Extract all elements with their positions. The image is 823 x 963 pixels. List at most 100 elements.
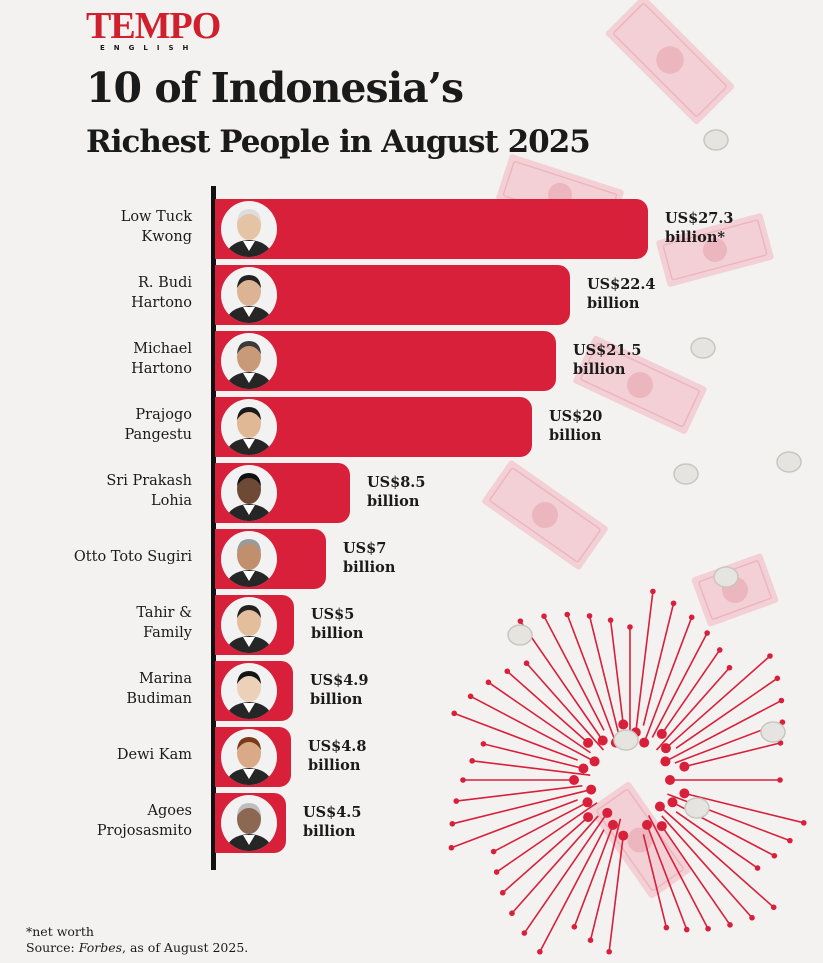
burst-ray [665,699,782,763]
burst-ray [588,615,620,734]
value-label-line: US$4.8 [308,738,367,755]
burst-dot [521,930,528,936]
burst-dot [448,844,455,851]
burst-ray [661,815,753,919]
banknote-icon [573,336,707,434]
burst-dot [660,756,671,767]
burst-dot [453,798,460,804]
burst-dot [499,889,506,896]
value-label-line: billion [587,295,640,312]
category-label-line: Projosasmito [96,823,192,839]
category-label-line: Lohia [151,493,192,509]
burst-dot [607,819,618,830]
coin-icon [613,729,639,751]
burst-dot [627,624,633,630]
burst-ray [659,805,775,908]
category-label-line: Hartono [131,361,192,377]
burst-ray [647,815,709,930]
burst-dot [727,922,733,928]
burst-dot [618,719,629,730]
burst-dot [602,807,613,818]
burst-dot [716,647,723,653]
value-label: US$27.3 billion* [665,209,734,247]
category-label-line: R. Budi [137,275,192,291]
burst-ray [684,742,781,768]
value-label-line: billion [310,691,363,708]
category-label-line: Tahir & [136,605,192,621]
burst-dot [493,869,500,875]
burst-dot [726,664,733,671]
burst-dot [670,600,677,607]
logo-subtitle: ENGLISH [100,44,198,52]
value-label-line: US$4.9 [310,672,369,689]
burst-ray [543,615,605,731]
burst-dot [586,784,597,795]
category-label-line: Hartono [131,295,192,311]
value-label-line: US$22.4 [587,276,656,293]
bar-row: Sri Prakash Lohia US$8.5 billion [0,463,823,523]
person-photo [221,531,277,587]
burst-dot [654,801,665,812]
burst-dot [541,613,547,619]
person-photo [221,597,277,653]
burst-dot [583,812,594,823]
bar [215,199,648,259]
coin-icon [713,566,739,588]
burst-ray [675,811,759,869]
burst-dot [705,925,711,932]
source-prefix: Source: [26,940,79,955]
burst-ray [642,603,675,726]
burst-dot [583,737,594,748]
bar-row: Dewi Kam US$4.8 billion [0,727,823,787]
burst-ray [511,815,599,914]
burst-dot [589,756,600,767]
burst-dot [770,904,777,911]
category-label-line: Agoes [147,803,192,819]
bar-row: Agoes Projosasmito US$4.5 billion [0,793,823,853]
person-avatar-icon [221,663,277,719]
footer: *net worth Source: Forbes, as of August … [26,924,248,956]
burst-ray [456,784,583,802]
value-label: US$4.8 billion [308,737,366,775]
person-avatar-icon [221,729,277,785]
category-label-line: Sri Prakash [106,473,192,489]
value-label-line: billion [367,493,420,510]
burst-ray [470,695,595,763]
burst-ray [661,825,731,926]
burst-ray [684,792,804,824]
burst-ray [453,712,578,761]
value-label-line: billion [549,427,602,444]
burst-dot [517,618,524,624]
category-label-line: Low Tuck [120,209,192,225]
category-label-line: Family [143,625,192,641]
burst-ray [496,802,598,873]
burst-ray [487,681,591,754]
person-photo [221,267,277,323]
burst-ray [608,835,625,952]
person-photo [221,333,277,389]
burst-ray [634,591,654,733]
burst-dot [667,797,678,808]
category-label-line: Kwong [141,229,192,245]
category-label: Tahir & Family [42,603,192,643]
burst-dot [771,852,778,859]
category-label: Dewi Kam [42,745,192,765]
burst-dot [582,797,593,808]
burst-dot [467,693,474,700]
burst-dot [587,937,594,944]
category-label: Agoes Projosasmito [42,801,192,841]
category-label-line: Dewi Kam [116,747,192,763]
bar-row: R. Budi Hartono US$22.4 billion [0,265,823,325]
value-label-line: US$21.5 [573,342,642,359]
coin-icon [703,129,729,151]
category-label: Prajogo Pangestu [42,405,192,445]
burst-dot [485,679,492,686]
burst-dot [749,914,755,921]
burst-dot [618,830,629,841]
value-label-line: US$8.5 [367,474,426,491]
person-avatar-icon [221,399,277,455]
firework-burst-decoration [448,588,807,955]
burst-dot [656,728,667,739]
burst-dot [639,737,650,748]
burst-ray [646,824,688,930]
